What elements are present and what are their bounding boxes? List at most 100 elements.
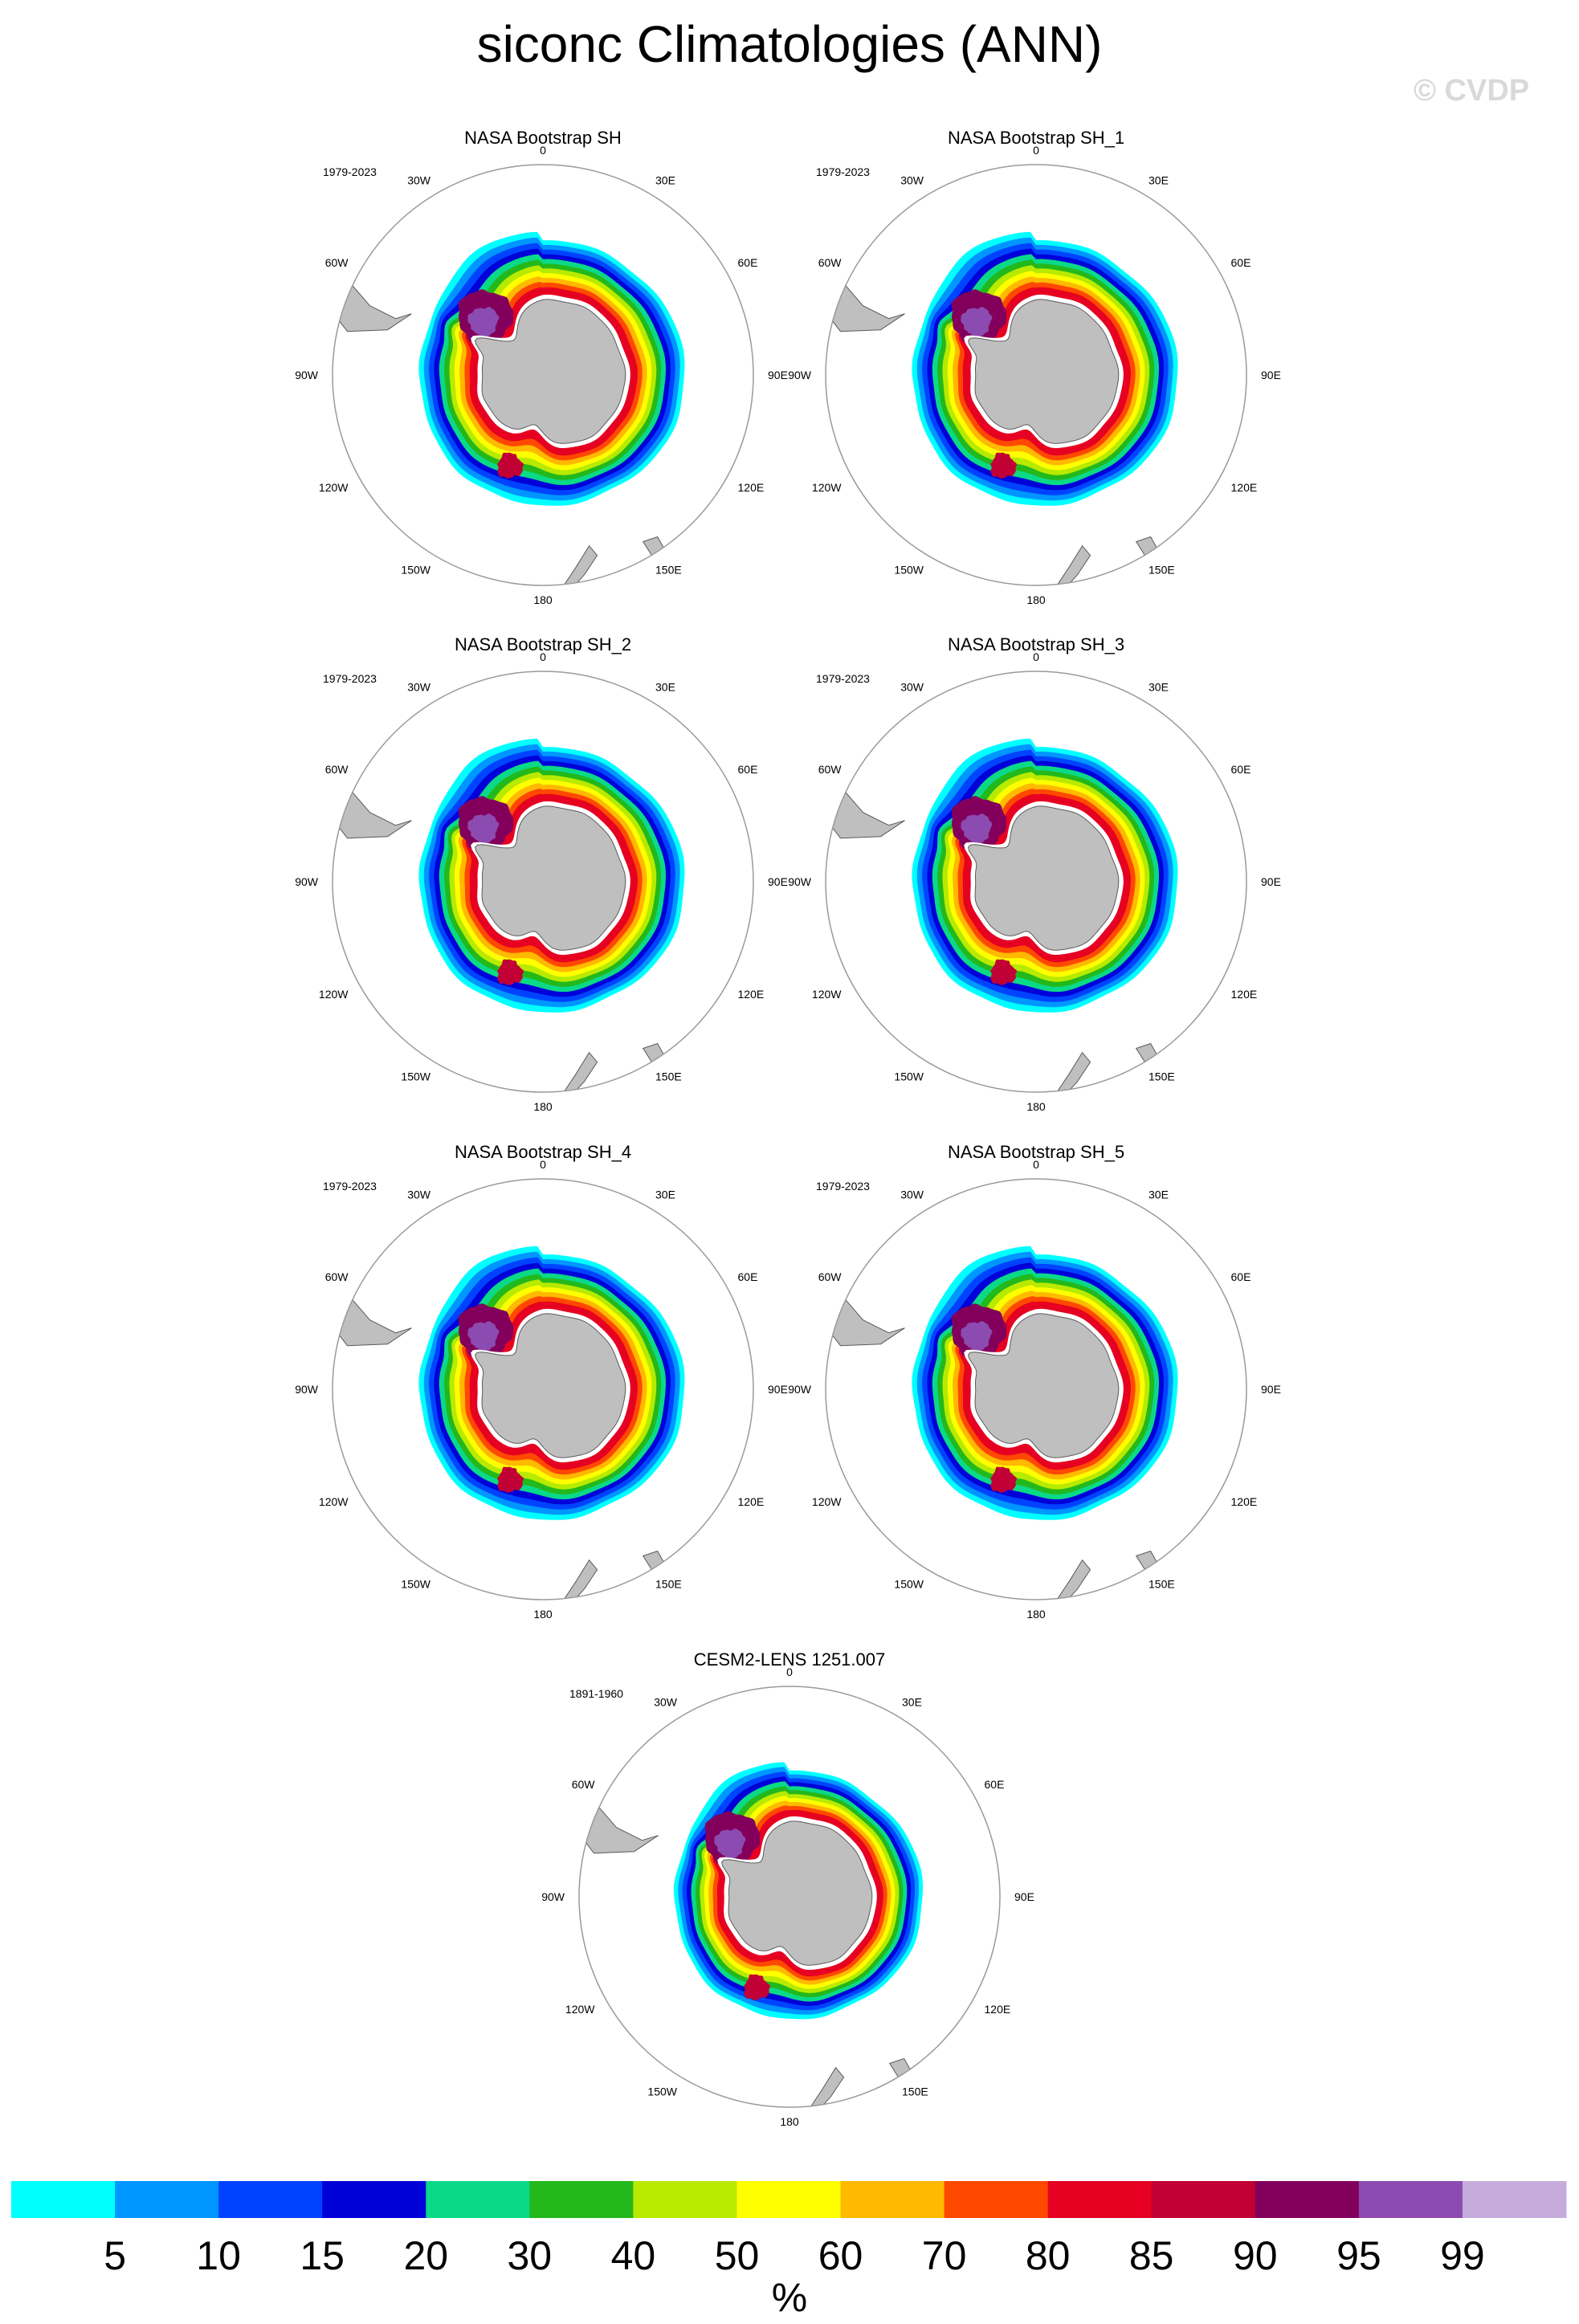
ice-band xyxy=(961,307,993,339)
panel-title: NASA Bootstrap SH_2 xyxy=(455,634,631,654)
longitude-label: 180 xyxy=(533,1608,553,1621)
colorbar-swatch xyxy=(840,2181,945,2218)
longitude-label: 120W xyxy=(812,481,842,494)
new-zealand-land xyxy=(809,2066,845,2107)
ice-band xyxy=(497,452,524,479)
longitude-label: 120E xyxy=(738,988,765,1001)
longitude-label: 90W xyxy=(295,369,319,381)
colorbar-swatch xyxy=(115,2181,219,2218)
longitude-label: 60W xyxy=(325,1270,349,1283)
antarctica-land xyxy=(475,805,626,951)
ice-band xyxy=(961,1321,993,1353)
longitude-label: 120E xyxy=(738,1495,765,1508)
longitude-label: 120E xyxy=(1231,481,1258,494)
colorbar-swatch xyxy=(1358,2181,1463,2218)
longitude-label: 90W xyxy=(788,875,812,888)
longitude-label: 150E xyxy=(1149,564,1175,577)
ice-band xyxy=(467,307,500,339)
longitude-label: 90E xyxy=(1014,1890,1034,1903)
map-panel: NASA Bootstrap SH_3 1979-2023 0 30E 60E 90E 12… xyxy=(788,634,1281,1113)
longitude-label: 60W xyxy=(818,1270,843,1283)
longitude-label: 90W xyxy=(295,875,319,888)
colorbar-swatch xyxy=(1462,2181,1567,2218)
longitude-label: 120W xyxy=(812,988,842,1001)
antarctica-land xyxy=(968,805,1120,951)
map-panel: NASA Bootstrap SH 1979-2023 0 30E 60E 90E 120E… xyxy=(295,128,788,606)
map-frame xyxy=(825,1178,1247,1600)
longitude-label: 90W xyxy=(541,1890,565,1903)
longitude-label: 30E xyxy=(1149,681,1169,694)
longitude-label: 120W xyxy=(812,1495,842,1508)
new-zealand-land xyxy=(562,1051,598,1092)
antarctica-land xyxy=(968,1313,1120,1458)
longitude-label: 120E xyxy=(1231,988,1258,1001)
longitude-label: 180 xyxy=(1026,593,1046,606)
ice-band xyxy=(467,1321,500,1353)
longitude-label: 150W xyxy=(401,564,430,577)
longitude-label: 150W xyxy=(401,1070,430,1083)
longitude-label: 150W xyxy=(894,564,924,577)
new-zealand-land xyxy=(1055,1051,1091,1092)
longitude-label: 150W xyxy=(647,2085,677,2098)
longitude-label: 30E xyxy=(655,1189,675,1201)
longitude-label: 60E xyxy=(738,256,758,269)
longitude-label: 180 xyxy=(533,593,553,606)
longitude-label: 150W xyxy=(894,1070,924,1083)
map-panels: NASA Bootstrap SH 1979-2023 0 30E 60E 90E 120E… xyxy=(295,128,1281,2128)
longitude-label: 90E xyxy=(768,875,788,888)
colorbar-label: 10 xyxy=(196,2233,241,2278)
panel-title: CESM2-LENS 1251.007 xyxy=(694,1649,885,1670)
antarctica-land xyxy=(968,299,1120,444)
longitude-label: 60E xyxy=(1231,256,1251,269)
colorbar-label: 40 xyxy=(611,2233,656,2278)
colorbar-swatch xyxy=(11,2181,116,2218)
longitude-label: 30E xyxy=(902,1696,922,1709)
colorbar-swatch xyxy=(1151,2181,1256,2218)
longitude-label: 90E xyxy=(768,369,788,381)
panel-period: 1979-2023 xyxy=(323,1180,377,1193)
longitude-label: 0 xyxy=(786,1666,793,1678)
longitude-label: 150W xyxy=(894,1578,924,1591)
longitude-label: 150E xyxy=(655,1578,682,1591)
watermark: © CVDP xyxy=(1414,74,1530,108)
longitude-label: 0 xyxy=(1033,1158,1039,1171)
map-panel: NASA Bootstrap SH_5 1979-2023 0 30E 60E 90E 12… xyxy=(788,1142,1281,1621)
ice-band xyxy=(961,813,993,846)
colorbar-swatch xyxy=(1047,2181,1153,2218)
colorbar-label: 5 xyxy=(104,2233,126,2278)
longitude-label: 150E xyxy=(1149,1070,1175,1083)
longitude-label: 90E xyxy=(1261,1383,1281,1396)
longitude-label: 60W xyxy=(325,763,349,776)
longitude-label: 30W xyxy=(654,1696,678,1709)
panel-period: 1979-2023 xyxy=(323,672,377,685)
longitude-label: 90W xyxy=(788,1383,812,1396)
colorbar-swatch xyxy=(426,2181,530,2218)
colorbar-label: 20 xyxy=(403,2233,448,2278)
longitude-label: 0 xyxy=(1033,650,1039,663)
longitude-label: 120E xyxy=(1231,1495,1258,1508)
longitude-label: 60E xyxy=(985,1778,1005,1791)
antarctica-land xyxy=(721,1820,873,1966)
longitude-label: 150E xyxy=(655,564,682,577)
colorbar-label: 99 xyxy=(1440,2233,1485,2278)
longitude-label: 180 xyxy=(533,1100,553,1113)
map-panel: CESM2-LENS 1251.007 1891-1960 0 30E 60E 90E 12… xyxy=(541,1649,1034,2128)
longitude-label: 60E xyxy=(1231,1270,1251,1283)
colorbar-label: 80 xyxy=(1026,2233,1071,2278)
longitude-label: 30E xyxy=(1149,174,1169,187)
longitude-label: 120E xyxy=(985,2003,1011,2016)
panel-title: NASA Bootstrap SH_4 xyxy=(455,1142,631,1162)
panel-period: 1979-2023 xyxy=(816,165,870,178)
longitude-label: 30E xyxy=(1149,1189,1169,1201)
new-zealand-land xyxy=(1055,544,1091,585)
longitude-label: 90E xyxy=(1261,875,1281,888)
longitude-label: 150E xyxy=(902,2085,928,2098)
longitude-label: 30E xyxy=(655,174,675,187)
longitude-label: 90E xyxy=(768,1383,788,1396)
ice-band xyxy=(990,452,1018,479)
colorbar-swatch xyxy=(944,2181,1049,2218)
map-panel: NASA Bootstrap SH_2 1979-2023 0 30E 60E 90E 12… xyxy=(295,634,788,1113)
longitude-label: 180 xyxy=(1026,1608,1046,1621)
map-panel: NASA Bootstrap SH_1 1979-2023 0 30E 60E 90E 12… xyxy=(788,128,1281,606)
